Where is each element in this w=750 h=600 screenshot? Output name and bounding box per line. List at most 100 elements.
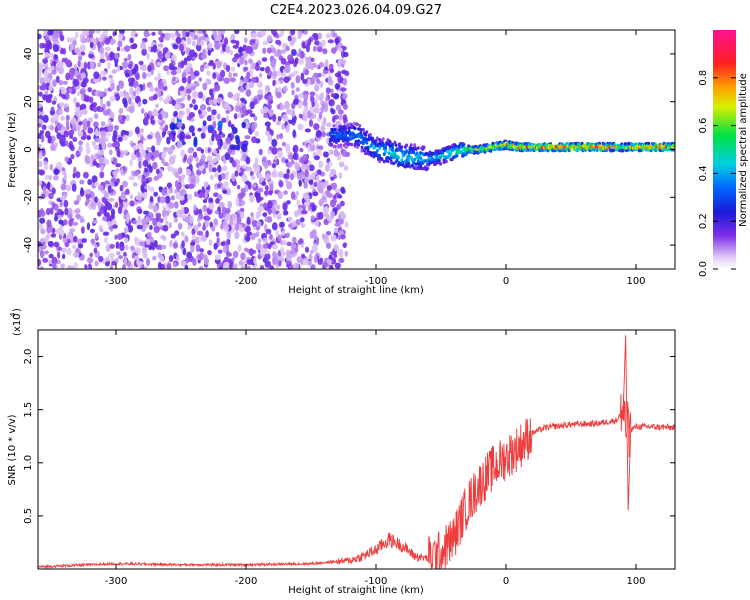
spectrogram-cell xyxy=(242,163,247,169)
spectrogram-cell xyxy=(211,134,215,142)
spectrogram-cell xyxy=(190,85,196,91)
spectrogram-ridge-cell xyxy=(361,127,365,132)
spectrogram-cell xyxy=(295,87,300,92)
spectrogram-cell xyxy=(112,170,118,176)
spectrogram-cell xyxy=(131,77,135,82)
spectrogram-cell xyxy=(142,252,148,259)
spectrogram-cell xyxy=(89,42,94,49)
spectrogram-cell xyxy=(200,153,206,162)
spectrogram-cell xyxy=(214,172,219,178)
spectrogram-cell xyxy=(315,175,320,184)
spectrogram-cell xyxy=(208,99,213,106)
spectrogram-cell xyxy=(234,30,240,35)
spectrogram-cell xyxy=(240,200,245,207)
spectrogram-cell xyxy=(53,54,59,60)
spectrogram-cell xyxy=(106,100,111,107)
spectrogram-cell xyxy=(177,222,183,230)
spectrogram-cell xyxy=(286,168,291,175)
spectrogram-cell xyxy=(225,136,232,144)
spectrogram-cell xyxy=(140,264,145,269)
spectrogram-cell xyxy=(250,249,257,254)
spectrogram-cell xyxy=(81,108,88,115)
spectrogram-ridge-cell xyxy=(357,139,361,143)
spectrogram-cell xyxy=(314,102,320,110)
spectrogram-cell xyxy=(193,104,199,111)
spectrogram-cell xyxy=(234,231,240,240)
spectrogram-cell xyxy=(62,237,67,243)
spectrogram-cell xyxy=(257,88,264,96)
spectrogram-cell xyxy=(306,165,310,170)
spectrogram-cell xyxy=(264,173,271,181)
spectrogram-ridge-cell xyxy=(389,160,393,165)
spectrogram-cell xyxy=(38,123,42,128)
spectrogram-cell xyxy=(308,164,315,172)
spectrogram-cell xyxy=(99,52,105,61)
spectrogram-ridge-cell xyxy=(415,155,419,160)
spectrogram-cell xyxy=(174,188,178,194)
spectrogram-cell xyxy=(277,234,282,242)
spectrogram-cell xyxy=(292,129,297,138)
spectrogram-x-label: Height of straight line (km) xyxy=(288,285,424,296)
spectrogram-cell xyxy=(98,107,105,113)
spectrogram-cell xyxy=(324,59,329,67)
spectrogram-cell xyxy=(88,30,95,35)
spectrogram-cell xyxy=(47,240,54,247)
spectrogram-cell xyxy=(264,216,268,223)
spectrogram-cell xyxy=(143,210,150,215)
spectrogram-ridge-cell xyxy=(366,146,370,150)
spectrogram-ridge-cell xyxy=(408,164,412,169)
spectrogram-cell xyxy=(315,129,322,138)
spectrogram-cell xyxy=(132,170,139,177)
spectrogram-cell xyxy=(74,213,81,219)
spectrogram-cell xyxy=(181,76,187,84)
spectrogram-cell xyxy=(295,75,301,84)
spectrogram-ridge-cell xyxy=(365,141,369,145)
spectrogram-cell xyxy=(52,175,59,181)
spectrogram-cell xyxy=(66,37,72,43)
spectrogram-cell xyxy=(250,212,254,217)
spectrogram-cell xyxy=(142,72,147,80)
spectrogram-cell xyxy=(306,59,312,67)
spectrogram-cell xyxy=(79,179,85,185)
spectrogram-cell xyxy=(109,243,115,249)
spectrogram-cell xyxy=(248,58,253,64)
spectrogram-cell xyxy=(158,36,164,41)
spectrogram-cell xyxy=(277,171,284,178)
spectrogram-cell xyxy=(129,200,135,207)
spectrogram-cell xyxy=(153,225,160,234)
spectrogram-cell xyxy=(97,211,102,217)
spectrogram-cell xyxy=(79,89,86,95)
spectrogram-cell xyxy=(94,128,99,137)
spectrogram-ridge-cell xyxy=(388,147,392,151)
spectrogram-cell xyxy=(304,68,310,76)
spectrogram-cell xyxy=(335,151,340,157)
spectrogram-cell xyxy=(59,101,65,108)
spectrogram-ridge-cell xyxy=(627,141,631,146)
spectrogram-cell xyxy=(286,241,293,247)
spectrogram-cell xyxy=(89,252,93,257)
spectrogram-ridge-cell xyxy=(333,134,337,139)
spectrogram-cell xyxy=(137,208,143,215)
spectrogram-cell xyxy=(268,111,274,117)
spectrogram-cell xyxy=(217,249,223,254)
spectrogram-cell xyxy=(281,141,286,147)
spectrogram-cell xyxy=(217,183,221,189)
spectrogram-cell xyxy=(197,109,202,115)
spectrogram-cell xyxy=(219,138,223,147)
spectrogram-cell xyxy=(151,145,156,153)
spectrogram-cell xyxy=(146,258,150,267)
spectrogram-cell xyxy=(264,130,270,136)
spectrogram-cell xyxy=(123,226,129,233)
x-tick-label: 0 xyxy=(503,276,509,287)
spectrogram-cell xyxy=(217,139,221,146)
spectrogram-cell xyxy=(48,174,53,181)
spectrogram-cell xyxy=(172,43,178,50)
spectrogram-cell xyxy=(83,61,88,70)
spectrogram-cell xyxy=(86,135,91,140)
spectrogram-cell xyxy=(149,195,154,203)
spectrogram-cell xyxy=(229,157,234,164)
spectrogram-cell xyxy=(232,72,238,77)
spectrogram-cell xyxy=(297,123,304,131)
spectrogram-cell xyxy=(323,151,329,158)
spectrogram-cell xyxy=(309,249,314,255)
